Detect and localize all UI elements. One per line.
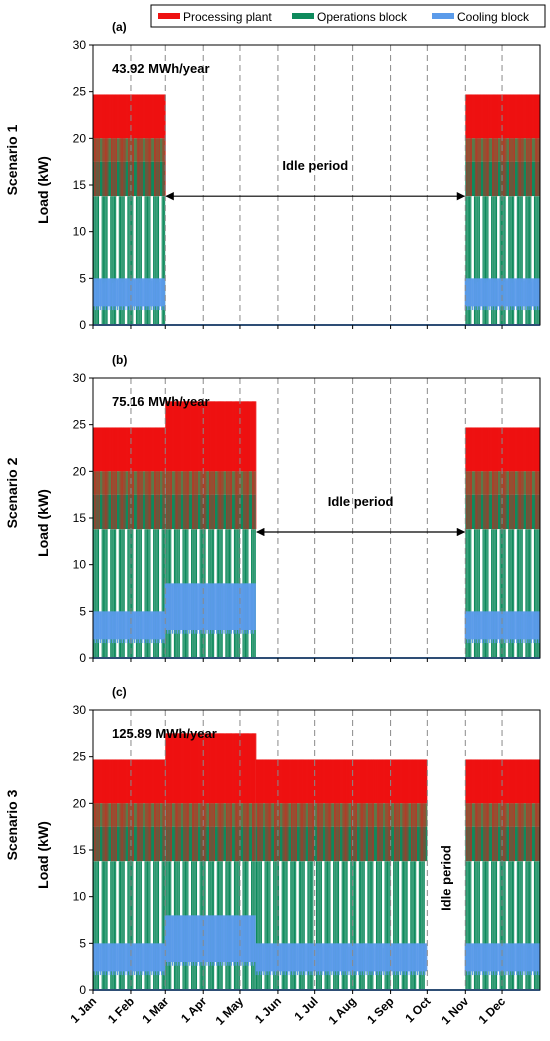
panel-1: (a) 0 5 10 15 20 25 30 Load (kW) Scenario 1 43.92 … (4, 20, 541, 332)
y-tick-label: 10 (73, 558, 87, 572)
x-tick-label: 1 May (213, 994, 247, 1028)
y-axis-label: Load (kW) (35, 489, 51, 557)
active-period (464, 759, 540, 990)
panels: (a) 0 5 10 15 20 25 30 Load (kW) Scenario 1 43.92 … (4, 20, 541, 1028)
y-axis-label: Load (kW) (35, 156, 51, 224)
x-tick-label: 1 Oct (402, 994, 433, 1025)
panel-2: (b) 0 5 10 15 20 25 30 Load (kW) Scenario 2 75.16 … (4, 353, 541, 665)
data-layer (93, 94, 540, 325)
idle-period-label: Idle period (282, 158, 348, 173)
panel-label: (b) (112, 353, 127, 367)
panel-label: (c) (112, 685, 127, 699)
panel-label: (a) (112, 20, 127, 34)
active-period (164, 401, 257, 658)
active-period (93, 759, 166, 990)
y-tick-label: 25 (73, 750, 87, 764)
x-tick-label: 1 Jun (252, 994, 284, 1026)
data-layer (93, 733, 540, 990)
panel-3: (c) 0 5 10 15 20 25 30 Load (kW) Scenario 3 125.89… (4, 685, 541, 1028)
legend-label: Processing plant (183, 10, 272, 24)
y-tick-label: 10 (73, 225, 87, 239)
x-tick-label: 1 Feb (105, 994, 137, 1026)
active-period (464, 94, 540, 325)
x-tick-label: 1 Jul (292, 994, 321, 1023)
scenario-label: Scenario 1 (4, 124, 20, 195)
idle-period-label: Idle period (328, 494, 394, 509)
x-tick-label: 1 Nov (438, 994, 471, 1027)
idle-period-label: Idle period (438, 845, 453, 911)
active-period (464, 427, 540, 658)
legend-label: Operations block (317, 10, 408, 24)
legend-box (150, 4, 546, 28)
legend-label: Cooling block (457, 10, 530, 24)
energy-annotation: 75.16 MWh/year (112, 394, 210, 409)
active-period (164, 733, 257, 990)
y-tick-label: 0 (79, 983, 86, 997)
y-tick-label: 5 (79, 604, 86, 618)
y-tick-label: 15 (73, 178, 87, 192)
y-tick-label: 5 (79, 936, 86, 950)
active-period (93, 94, 166, 325)
x-tick-label: 1 Dec (476, 994, 509, 1027)
x-tick-label: 1 Jan (68, 994, 100, 1026)
x-tick-label: 1 Mar (139, 994, 171, 1026)
legend-swatch (292, 13, 314, 19)
x-tick-label: 1 Apr (178, 994, 210, 1026)
scenario-label: Scenario 2 (4, 457, 20, 528)
data-layer (93, 401, 540, 658)
y-tick-label: 20 (73, 131, 87, 145)
y-axis-label: Load (kW) (35, 821, 51, 889)
y-tick-label: 15 (73, 511, 87, 525)
y-tick-label: 25 (73, 85, 87, 99)
y-tick-label: 0 (79, 651, 86, 665)
y-tick-label: 30 (73, 703, 87, 717)
legend-swatch (432, 13, 454, 19)
cooling-block-band (165, 583, 256, 630)
y-tick-label: 0 (79, 318, 86, 332)
operations-upper-band (255, 803, 428, 827)
y-tick-label: 25 (73, 418, 87, 432)
active-period (255, 759, 428, 990)
x-tick-label: 1 Sep (364, 994, 397, 1027)
y-tick-label: 5 (79, 271, 86, 285)
y-tick-label: 10 (73, 890, 87, 904)
x-tick-label: 1 Aug (326, 994, 359, 1027)
y-tick-label: 20 (73, 796, 87, 810)
cooling-block-band (165, 915, 256, 962)
energy-annotation: 43.92 MWh/year (112, 61, 210, 76)
y-tick-label: 30 (73, 38, 87, 52)
legend-swatch (158, 13, 180, 19)
y-tick-label: 30 (73, 371, 87, 385)
y-tick-label: 20 (73, 464, 87, 478)
scenario-label: Scenario 3 (4, 789, 20, 860)
y-tick-label: 15 (73, 843, 87, 857)
energy-annotation: 125.89 MWh/year (112, 726, 217, 741)
active-period (93, 427, 166, 658)
legend: Processing plant Operations block Cooling … (150, 4, 546, 28)
operations-block-band (255, 826, 428, 862)
processing-plant-band (255, 759, 428, 804)
